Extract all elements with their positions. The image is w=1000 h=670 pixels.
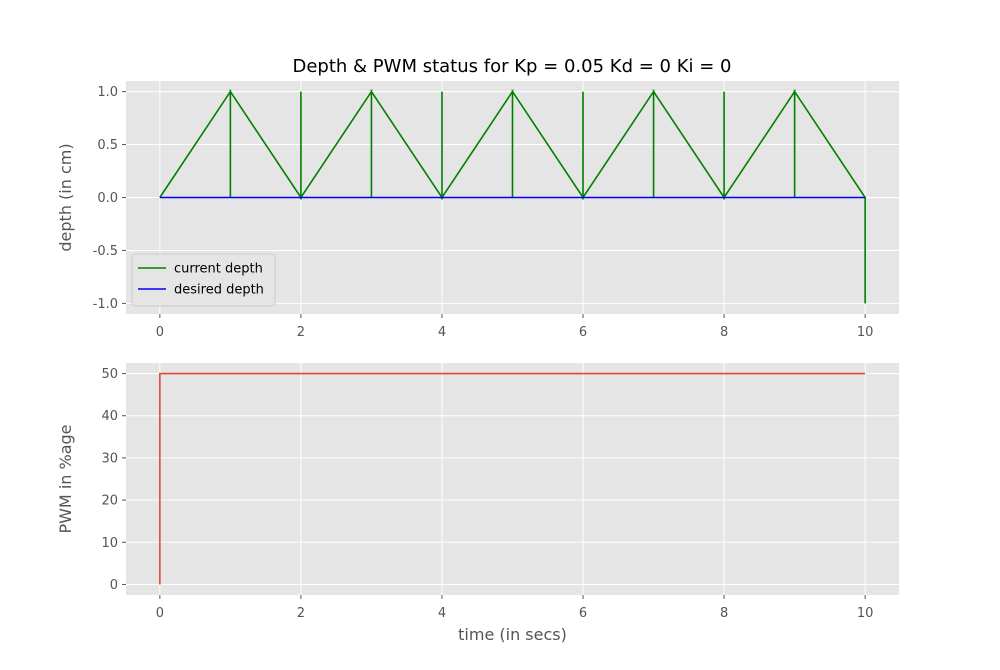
pwm-y-tick-label: 0 — [110, 578, 118, 593]
pwm-x-tick-label: 2 — [297, 606, 305, 621]
depth-plot: 0 2 4 6 8 10 1.0 0.5 0.0 -0.5 -1.0 depth (in cm) cur… — [56, 81, 899, 340]
current-depth-line — [159, 88, 866, 304]
depth-y-tick-label: -0.5 — [93, 244, 118, 259]
pwm-y-axis-label: PWM in %age — [56, 424, 75, 533]
pwm-x-tick-label: 10 — [857, 606, 874, 621]
figure-title: Depth & PWM status for Kp = 0.05 Kd = 0 … — [293, 56, 732, 77]
depth-y-tick-label: 0.0 — [97, 191, 118, 206]
depth-y-tick-label: 1.0 — [97, 85, 118, 100]
pwm-plot-area — [126, 363, 899, 595]
pwm-y-tick-label: 50 — [101, 367, 118, 382]
legend-label: desired depth — [174, 283, 264, 298]
depth-x-tick-label: 6 — [579, 325, 587, 340]
depth-x-tick-label: 0 — [156, 325, 164, 340]
depth-x-tick-label: 2 — [297, 325, 305, 340]
pwm-series-line — [159, 372, 866, 585]
pwm-x-axis-label: time (in secs) — [458, 625, 567, 644]
pwm-x-tick-label: 6 — [579, 606, 587, 621]
pwm-x-tick-label: 0 — [156, 606, 164, 621]
depth-y-tick-label: 0.5 — [97, 138, 118, 153]
pwm-y-tick-label: 20 — [101, 494, 118, 509]
depth-y-tick-label: -1.0 — [93, 297, 118, 312]
depth-x-tick-label: 4 — [438, 325, 446, 340]
legend-box — [131, 253, 276, 307]
depth-x-tick-label: 10 — [857, 325, 874, 340]
pwm-y-tick-label: 40 — [101, 409, 118, 424]
pwm-y-tick-label: 10 — [101, 536, 118, 551]
pwm-x-tick-label: 4 — [438, 606, 446, 621]
pwm-x-tick-label: 8 — [720, 606, 728, 621]
pwm-y-tick-label: 30 — [101, 451, 118, 466]
depth-y-axis-label: depth (in cm) — [56, 143, 75, 251]
legend-label: current depth — [174, 262, 263, 277]
pwm-plot: 0 2 4 6 8 10 0 10 20 30 40 50 PWM in %age time (in se… — [56, 363, 899, 644]
depth-x-tick-label: 8 — [720, 325, 728, 340]
